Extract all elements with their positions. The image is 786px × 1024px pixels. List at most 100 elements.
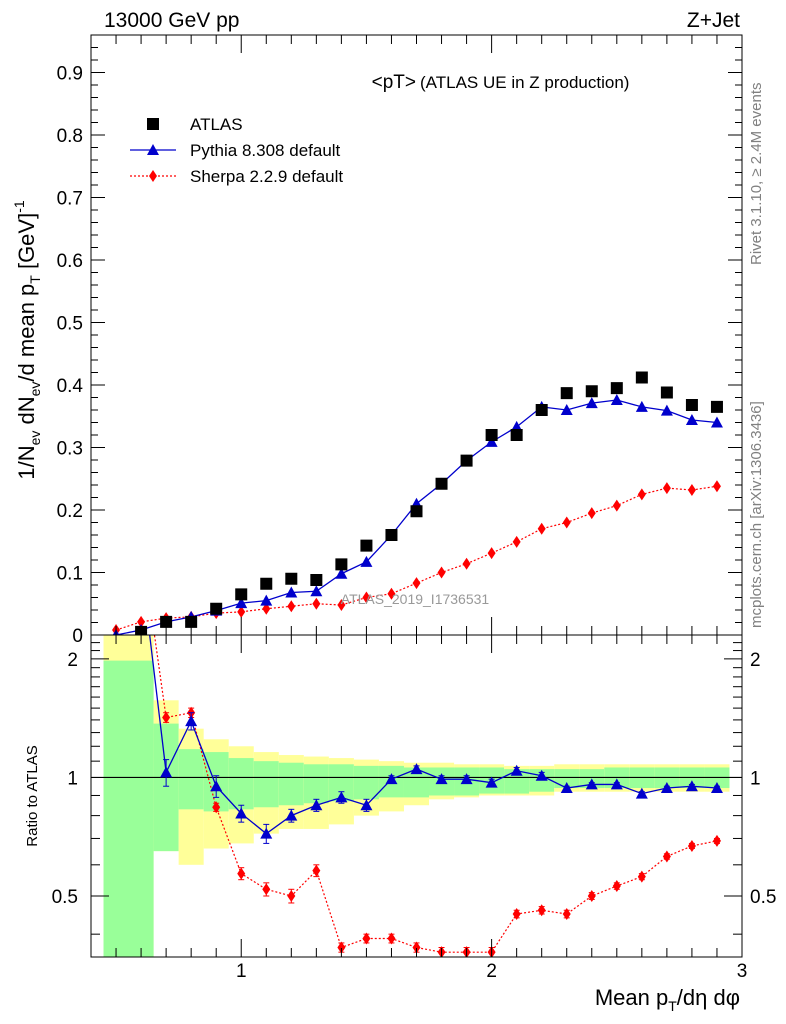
sherpa-point	[287, 600, 296, 613]
atlas-point	[460, 454, 473, 467]
atlas-point	[635, 371, 648, 384]
header-right: Z+Jet	[687, 9, 740, 32]
sherpa-point	[587, 507, 596, 520]
y-tick-label: 0.3	[57, 439, 83, 460]
green-band	[278, 762, 304, 806]
ratio-panel: 0.5 0.5 1 1 2 2 1 2 3	[52, 534, 776, 982]
pythia-point	[360, 555, 373, 567]
sherpa-point	[262, 602, 271, 615]
sherpa-point	[337, 599, 346, 611]
atlas-point	[685, 399, 698, 411]
x-tick-label: 3	[737, 961, 748, 982]
green-band	[253, 761, 279, 808]
sherpa-point	[537, 522, 546, 535]
sherpa-ratio-point	[362, 932, 371, 945]
ratio-y-tick-label-right: 2	[750, 650, 761, 671]
rivet-label: Rivet 3.1.10, ≥ 2.4M events	[748, 83, 765, 266]
y-tick-label: 0.6	[57, 251, 83, 272]
y-tick-label: 0.5	[57, 314, 83, 335]
atlas-point	[610, 382, 623, 395]
x-axis-title: Mean pT/dη dφ	[595, 985, 740, 1014]
sherpa-point	[487, 547, 496, 560]
sherpa-ratio-point	[412, 941, 421, 954]
pythia-point	[285, 586, 298, 598]
pythia-ratio-point	[610, 778, 623, 790]
main-frame	[90, 34, 743, 636]
green-band	[153, 723, 179, 852]
sherpa-point	[712, 480, 721, 493]
legend-marker	[149, 170, 157, 182]
svg-text:Mean pT/dη dφ: Mean pT/dη dφ	[595, 985, 740, 1014]
sherpa-ratio-point	[587, 889, 596, 902]
pythia-ratio-point	[310, 799, 323, 811]
pythia-point	[710, 416, 723, 428]
pythia-ratio-point	[385, 773, 398, 785]
sherpa-point	[512, 535, 521, 548]
pythia-ratio-point	[135, 557, 147, 568]
sherpa-ratio-point	[637, 870, 646, 883]
pythia-point	[260, 594, 273, 606]
atlas-point	[485, 429, 498, 441]
pythia-ratio-point	[710, 782, 723, 794]
pythia-point	[335, 567, 348, 579]
sherpa-ratio-point	[287, 889, 296, 902]
sherpa-ratio-point	[387, 932, 396, 945]
legend-label: ATLAS	[190, 115, 243, 134]
sherpa-ratio-point	[662, 850, 671, 863]
ratio-y-title: Ratio to ATLAS	[24, 745, 41, 846]
plot-title: <pT>	[372, 72, 416, 93]
y-tick-label: 0.8	[57, 126, 83, 147]
ratio-y-tick-label-right: 0.5	[750, 887, 776, 908]
pythia-ratio-point	[510, 764, 523, 776]
pythia-point	[635, 400, 648, 412]
y-tick-label: 0.1	[57, 564, 83, 585]
atlas-point	[285, 572, 298, 585]
pythia-ratio-point	[485, 776, 498, 788]
atlas-point	[710, 400, 723, 413]
atlas-point	[310, 574, 323, 586]
svg-text:1/Nev dNev/d mean pT [GeV]-1: 1/Nev dNev/d mean pT [GeV]-1	[11, 200, 43, 480]
pythia-ratio-point	[210, 780, 223, 792]
sherpa-point	[137, 615, 146, 628]
sherpa-ratio-point	[687, 839, 696, 852]
x-tick-label: 2	[486, 961, 497, 982]
green-band	[353, 765, 379, 800]
ratio-y-tick-label-right: 1	[750, 768, 761, 789]
sherpa-point	[462, 557, 471, 570]
pythia-point	[660, 404, 673, 416]
sherpa-point	[412, 577, 421, 590]
pythia-ratio-point	[285, 809, 298, 821]
x-tick-label: 1	[236, 961, 247, 982]
sherpa-ratio-point	[262, 883, 271, 896]
pythia-point	[560, 404, 573, 415]
pythia-ratio-point	[535, 769, 548, 781]
atlas-point	[360, 539, 373, 552]
legend-marker	[147, 118, 159, 130]
atlas-point	[235, 588, 248, 601]
sherpa-ratio-point	[137, 534, 145, 546]
pythia-ratio-point	[635, 787, 648, 799]
plot-subtitle: (ATLAS UE in Z production)	[420, 73, 629, 92]
pythia-ratio-line	[149, 635, 718, 835]
y-tick-label: 0.4	[57, 376, 84, 397]
atlas-point	[185, 615, 198, 628]
pythia-ratio-point	[460, 773, 473, 785]
pythia-point	[610, 394, 623, 405]
sherpa-ratio-point	[712, 834, 721, 847]
y-tick-label: 0.7	[57, 189, 83, 210]
sherpa-point	[662, 482, 671, 495]
main-panel: 0 0.1 0.2 0.3 0.4 0.5 0.6 0.7 0.8 0.9 <pT> (ATLAS…	[57, 34, 743, 647]
legend: ATLAS Pythia 8.308 default Sherpa 2.2.9 de…	[130, 115, 343, 186]
sherpa-point	[637, 488, 646, 501]
atlas-point	[535, 404, 548, 416]
legend-label: Pythia 8.308 default	[190, 141, 341, 160]
atlas-point	[410, 505, 423, 518]
pythia-point	[485, 435, 498, 447]
pythia-point	[685, 414, 698, 425]
y-tick-label: 0.9	[57, 64, 83, 85]
pythia-ratio-point	[235, 807, 248, 819]
pythia-ratio-point	[260, 827, 273, 839]
source-label: mcplots.cern.ch [arXiv:1306.3436]	[748, 401, 765, 628]
atlas-point	[560, 387, 573, 400]
pythia-ratio-point	[660, 782, 673, 794]
